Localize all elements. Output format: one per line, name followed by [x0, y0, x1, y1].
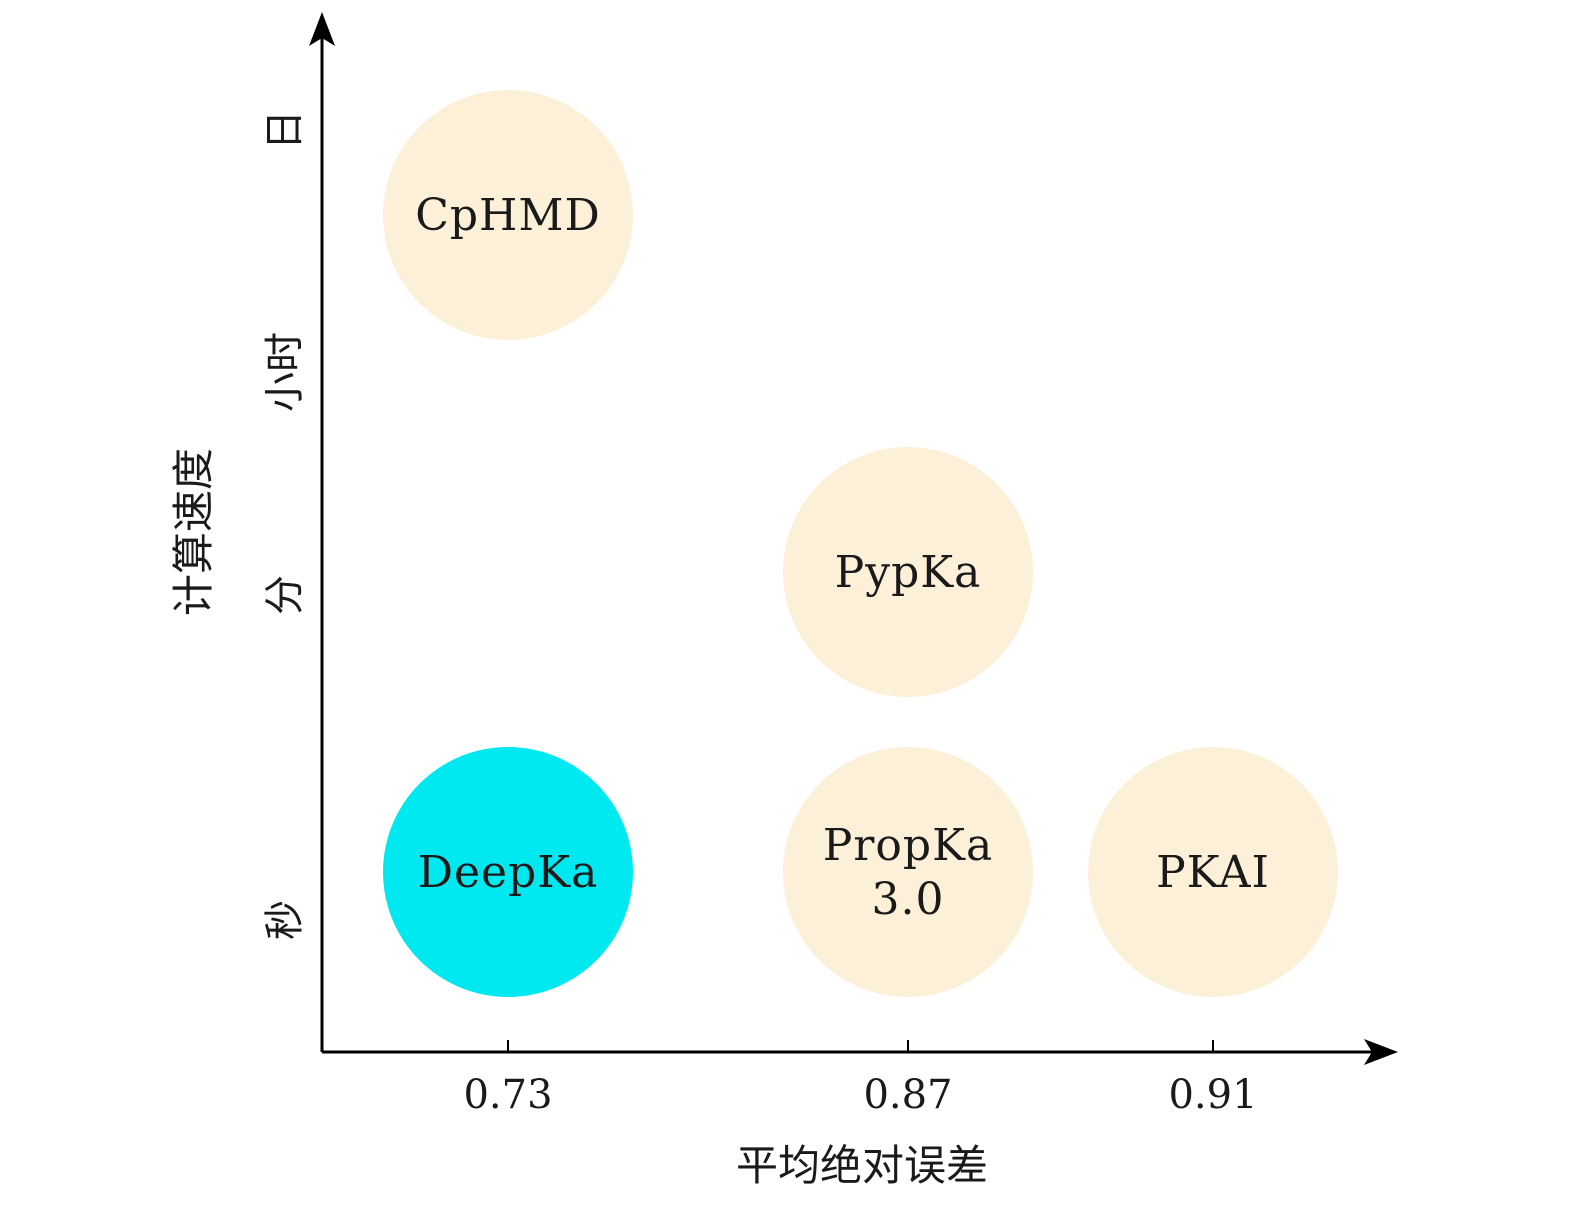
- bubble-propka-3-0: [783, 747, 1033, 997]
- bubble-deepka: [383, 747, 633, 997]
- bubble-label: 3.0: [872, 874, 945, 925]
- bubble-cphmd: [383, 90, 633, 340]
- y-tick-label: 分: [262, 575, 308, 615]
- x-axis-arrow: [1364, 1039, 1398, 1065]
- bubble-pypka: [783, 447, 1033, 697]
- x-tick-label: 0.91: [1168, 1072, 1257, 1118]
- y-tick-label: 小时: [262, 332, 308, 412]
- bubble-pkai: [1088, 747, 1338, 997]
- y-tick-label: 秒: [262, 900, 308, 940]
- bubble-label: PropKa: [823, 820, 993, 871]
- bubble-label: PKAI: [1156, 847, 1270, 898]
- axes: [309, 12, 1398, 1065]
- ticks: 0.73 0.87 0.91 秒 分 小时 日: [262, 110, 1258, 1118]
- bubble-label: PypKa: [835, 547, 982, 598]
- x-axis-title: 平均绝对误差: [736, 1141, 988, 1190]
- y-axis-title: 计算速度: [169, 448, 218, 616]
- x-tick-label: 0.73: [463, 1072, 552, 1118]
- y-axis-arrow: [309, 12, 335, 46]
- bubble-label: DeepKa: [418, 847, 599, 898]
- bubble-label: CpHMD: [415, 190, 601, 241]
- y-tick-label: 日: [262, 110, 308, 150]
- x-tick-label: 0.87: [863, 1072, 952, 1118]
